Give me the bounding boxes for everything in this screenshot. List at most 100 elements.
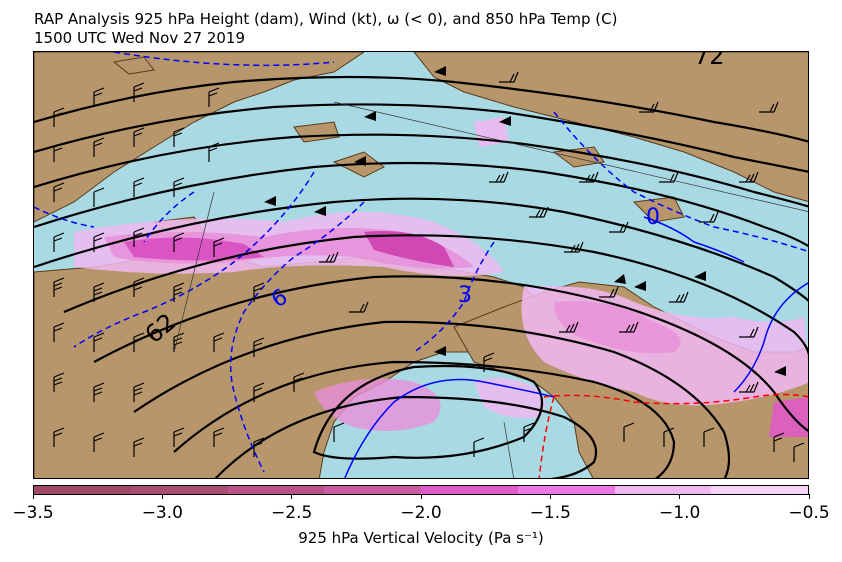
colorbar-tick — [161, 494, 163, 499]
wind-barb — [213, 237, 225, 257]
wind-barb — [659, 171, 679, 183]
map-title: RAP Analysis 925 hPa Height (dam), Wind … — [34, 10, 618, 28]
wind-barb — [208, 87, 220, 107]
wind-barb — [53, 182, 65, 202]
wind-barb — [639, 101, 659, 113]
wind-barb — [349, 301, 369, 313]
colorbar-tick — [291, 494, 293, 499]
wind-barb — [293, 372, 305, 392]
colorbar-tick-label: −1.0 — [659, 503, 701, 523]
wind-barb — [623, 422, 635, 442]
wind-barb — [93, 87, 105, 107]
colorbar-tick — [549, 494, 551, 499]
map-subtitle: 1500 UTC Wed Nov 27 2019 — [34, 29, 245, 47]
height-label-top: 72 — [694, 52, 725, 70]
colorbar-bin — [34, 486, 131, 494]
wind-barb — [93, 382, 105, 402]
temperature-contours-solid — [344, 216, 808, 478]
wind-barb — [703, 427, 715, 447]
wind-barb — [133, 127, 145, 147]
wind-barb — [133, 82, 145, 102]
temperature-contours-dashed — [34, 52, 808, 473]
wind-barb — [133, 177, 145, 197]
wind-barb — [213, 427, 225, 447]
wind-barb — [93, 137, 105, 157]
colorbar-tick-label: −2.5 — [271, 503, 313, 523]
wind-barb — [523, 422, 535, 442]
island-5 — [112, 56, 155, 75]
temp-label-zero: 0 — [646, 205, 660, 230]
colorbar-tick — [679, 494, 681, 499]
colorbar-tick-label: −1.5 — [529, 503, 571, 523]
wind-barb — [53, 107, 65, 127]
wind-barb — [253, 337, 265, 357]
wind-barb — [609, 221, 629, 233]
wind-flag — [634, 281, 646, 291]
weather-map[interactable]: 72 62 0 3 6 — [33, 51, 809, 479]
wind-barb — [133, 227, 145, 247]
wind-flag — [499, 116, 511, 126]
wind-flag — [774, 366, 786, 376]
colorbar-bin — [324, 486, 421, 494]
wind-barb — [93, 432, 105, 452]
wind-barb — [739, 171, 759, 183]
wind-barb — [173, 282, 185, 302]
wind-barb — [739, 381, 759, 393]
wind-barb — [93, 232, 105, 252]
wind-barb — [133, 437, 145, 457]
wind-barb — [579, 171, 599, 183]
wind-barb — [133, 277, 145, 297]
boundary-lines — [173, 101, 808, 478]
wind-barb — [253, 382, 265, 402]
wind-barb — [173, 427, 185, 447]
colorbar-label: 925 hPa Vertical Velocity (Pa s⁻¹) — [298, 529, 544, 547]
colorbar-tick — [420, 494, 422, 499]
wind-barb — [53, 142, 65, 162]
wind-barbs — [53, 71, 805, 462]
wind-barb — [619, 321, 639, 333]
colorbar-tick — [32, 494, 34, 499]
wind-barb — [133, 382, 145, 402]
wind-barb — [173, 332, 185, 352]
wind-barb — [93, 282, 105, 302]
wind-barb — [759, 101, 779, 113]
wind-barb — [53, 277, 65, 297]
wind-barb — [529, 206, 549, 218]
wind-barb — [499, 71, 519, 83]
wind-barb — [53, 427, 65, 447]
colorbar-tick — [808, 494, 810, 499]
wind-barb — [564, 241, 584, 253]
wind-flag — [354, 156, 366, 166]
colorbar-tick-label: −0.5 — [788, 503, 830, 523]
wind-barb — [93, 332, 105, 352]
colorbar-bin — [130, 486, 228, 494]
wind-flag — [694, 271, 706, 281]
wind-barb — [173, 177, 185, 197]
wind-barb — [253, 437, 265, 457]
wind-barb — [489, 171, 509, 183]
wind-barb — [319, 251, 339, 263]
height-contours — [34, 75, 808, 478]
land-northwest — [34, 52, 365, 223]
wind-barb — [699, 211, 719, 223]
wind-barb — [473, 437, 485, 457]
wind-barb — [208, 142, 220, 162]
colorbar-bin — [614, 486, 712, 494]
wind-barb-flags — [264, 66, 786, 376]
wind-flag — [264, 196, 276, 206]
wind-barb — [669, 291, 689, 303]
wind-barb — [133, 332, 145, 352]
wind-flag — [434, 346, 446, 356]
wind-barb — [173, 127, 185, 147]
vertical-velocity-shading — [74, 117, 808, 437]
wind-barb — [663, 427, 675, 447]
wind-flag — [364, 111, 376, 121]
wind-barb — [93, 187, 105, 207]
colorbar-tick-label: −3.0 — [141, 503, 183, 523]
island-3 — [632, 196, 685, 223]
wind-barb — [213, 332, 225, 352]
wind-barb — [599, 286, 619, 298]
island-2 — [552, 146, 605, 168]
wind-barb — [53, 372, 65, 392]
colorbar-tick-label: −3.5 — [12, 503, 54, 523]
